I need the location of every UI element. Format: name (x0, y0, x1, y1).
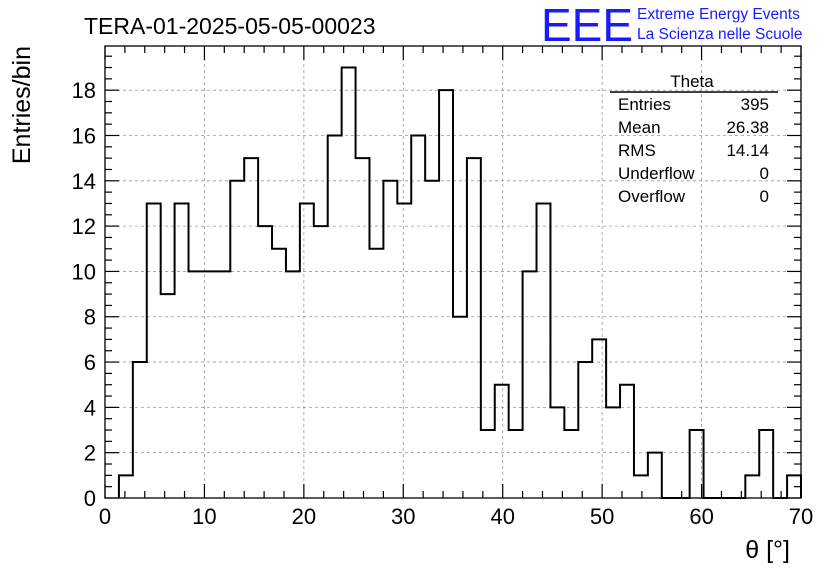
histogram-bin (258, 226, 272, 498)
histogram-bin (119, 475, 133, 498)
histogram-bin (634, 475, 648, 498)
histogram-bin (244, 158, 258, 498)
y-tick-label: 14 (72, 169, 96, 194)
histogram-bin (481, 430, 495, 498)
histogram-bin (314, 226, 328, 498)
y-tick-label: 16 (72, 123, 96, 148)
y-tick-label: 10 (72, 259, 96, 284)
x-tick-label: 0 (99, 504, 111, 529)
x-tick-label: 20 (292, 504, 316, 529)
histogram-bin (564, 430, 578, 498)
histogram-bin (620, 385, 634, 498)
y-tick-labels: 0 2 4 6 8 10 12 14 16 18 (72, 78, 96, 511)
stats-label: RMS (618, 141, 656, 160)
logo-line-2: La Scienza nelle Scuole (637, 26, 802, 43)
histogram-bin (397, 203, 411, 498)
histogram-bin (202, 271, 216, 498)
stats-value: 14.14 (726, 141, 769, 160)
histogram-series (117, 66, 802, 499)
histogram-bin (133, 362, 147, 498)
histogram-bin (467, 158, 481, 498)
x-tick-label: 40 (490, 504, 514, 529)
stats-value: 0 (760, 164, 769, 183)
run-title: TERA-01-2025-05-05-00023 (84, 13, 376, 39)
x-tick-label: 30 (391, 504, 415, 529)
y-tick-label: 18 (72, 78, 96, 103)
histogram-bin (369, 249, 383, 498)
histogram-bin (411, 135, 425, 498)
x-tick-label: 60 (689, 504, 713, 529)
histogram-bin (578, 362, 592, 498)
x-axis-label: θ [°] (745, 536, 790, 564)
axis-ticks (104, 46, 802, 499)
histogram-bin (495, 385, 509, 498)
logo-line-1: Extreme Energy Events (637, 6, 800, 23)
histogram-bin (439, 90, 453, 498)
stats-box: Theta Entries 395 Mean 26.38 RMS 14.14 Underfl… (610, 72, 778, 206)
histogram-bin (606, 407, 620, 498)
histogram-bin (453, 317, 467, 498)
histogram-bin (523, 271, 537, 498)
histogram-bin (550, 407, 564, 498)
stats-label: Entries (618, 95, 671, 114)
stats-value: 395 (741, 95, 769, 114)
y-axis-label: Entries/bin (8, 46, 36, 164)
x-tick-labels: 0 10 20 30 40 50 60 70 (99, 504, 813, 529)
histogram-bin (147, 203, 161, 498)
histogram-bin (175, 203, 189, 498)
histogram-bin (759, 430, 773, 498)
histogram-bin (161, 294, 175, 498)
stats-label: Mean (618, 118, 661, 137)
histogram-bin (300, 203, 314, 498)
histogram-bin (383, 181, 397, 498)
histogram-bin (648, 453, 662, 498)
y-tick-label: 8 (84, 305, 96, 330)
stats-label: Underflow (618, 164, 695, 183)
histogram-bin (272, 249, 286, 498)
histogram-bin (745, 475, 759, 498)
histogram-bin (328, 135, 342, 498)
eee-logo: EEE (541, 0, 633, 51)
x-tick-label: 70 (789, 504, 813, 529)
y-tick-label: 2 (84, 441, 96, 466)
y-tick-label: 4 (84, 395, 96, 420)
stats-rows: Entries 395 Mean 26.38 RMS 14.14 Underflow 0 Ove… (618, 95, 769, 206)
x-tick-label: 10 (192, 504, 216, 529)
histogram-bin (230, 181, 244, 498)
histogram-bin (592, 339, 606, 498)
histogram-bin (425, 181, 439, 498)
y-tick-label: 12 (72, 214, 96, 239)
x-tick-label: 50 (590, 504, 614, 529)
stats-title: Theta (670, 72, 714, 91)
y-tick-label: 6 (84, 350, 96, 375)
stats-value: 0 (760, 187, 769, 206)
histogram-bin (342, 68, 356, 498)
histogram-bin (537, 203, 551, 498)
stats-label: Overflow (618, 187, 686, 206)
stats-value: 26.38 (726, 118, 769, 137)
histogram-bin (286, 271, 300, 498)
histogram-bin (216, 271, 230, 498)
histogram-bin (189, 271, 203, 498)
histogram-bin (509, 430, 523, 498)
histogram-bin (356, 158, 370, 498)
y-tick-label: 0 (84, 486, 96, 511)
